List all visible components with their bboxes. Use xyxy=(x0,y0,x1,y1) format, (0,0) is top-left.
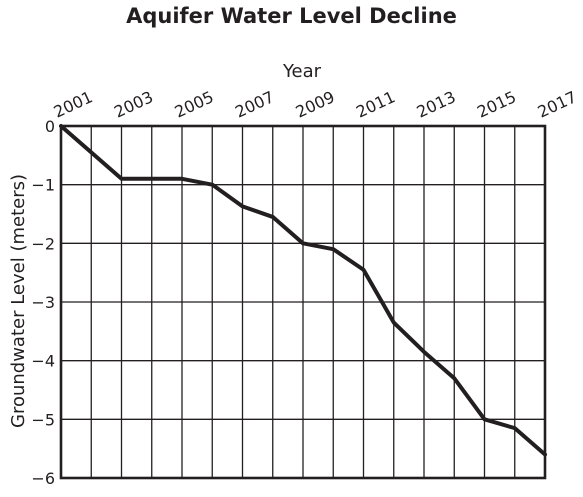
x-tick-label: 2011 xyxy=(353,87,398,121)
x-tick-label: 2007 xyxy=(232,87,277,121)
y-tick-label: −3 xyxy=(31,293,55,312)
chart-frame xyxy=(59,124,547,480)
y-axis-ticks: 0 −1 −2 −3 −4 −5 −6 xyxy=(31,117,55,488)
chart-title: Aquifer Water Level Decline xyxy=(126,4,457,28)
y-axis-label: Groundwater Level (meters) xyxy=(8,174,29,428)
y-tick-label: −1 xyxy=(31,176,55,195)
x-tick-label: 2013 xyxy=(414,87,459,121)
y-tick-label: −5 xyxy=(31,410,55,429)
x-axis-ticks: 2001 2003 2005 2007 2009 2011 2013 2015 2017 xyxy=(51,87,580,121)
chart-plot-area xyxy=(59,124,547,457)
y-tick-label: 0 xyxy=(45,117,55,136)
y-tick-label: −2 xyxy=(31,234,55,253)
chart-grid xyxy=(61,126,545,478)
plot-border xyxy=(59,124,547,480)
series-line-0 xyxy=(59,124,547,457)
y-tick-label: −6 xyxy=(31,469,55,488)
x-tick-label: 2001 xyxy=(51,87,96,121)
x-tick-label: 2005 xyxy=(172,87,217,121)
x-axis-label: Year xyxy=(282,61,322,82)
x-tick-label: 2003 xyxy=(111,87,156,121)
y-tick-label: −4 xyxy=(31,352,55,371)
x-tick-label: 2017 xyxy=(535,87,580,121)
x-tick-label: 2015 xyxy=(474,87,519,121)
x-tick-label: 2009 xyxy=(293,87,338,121)
